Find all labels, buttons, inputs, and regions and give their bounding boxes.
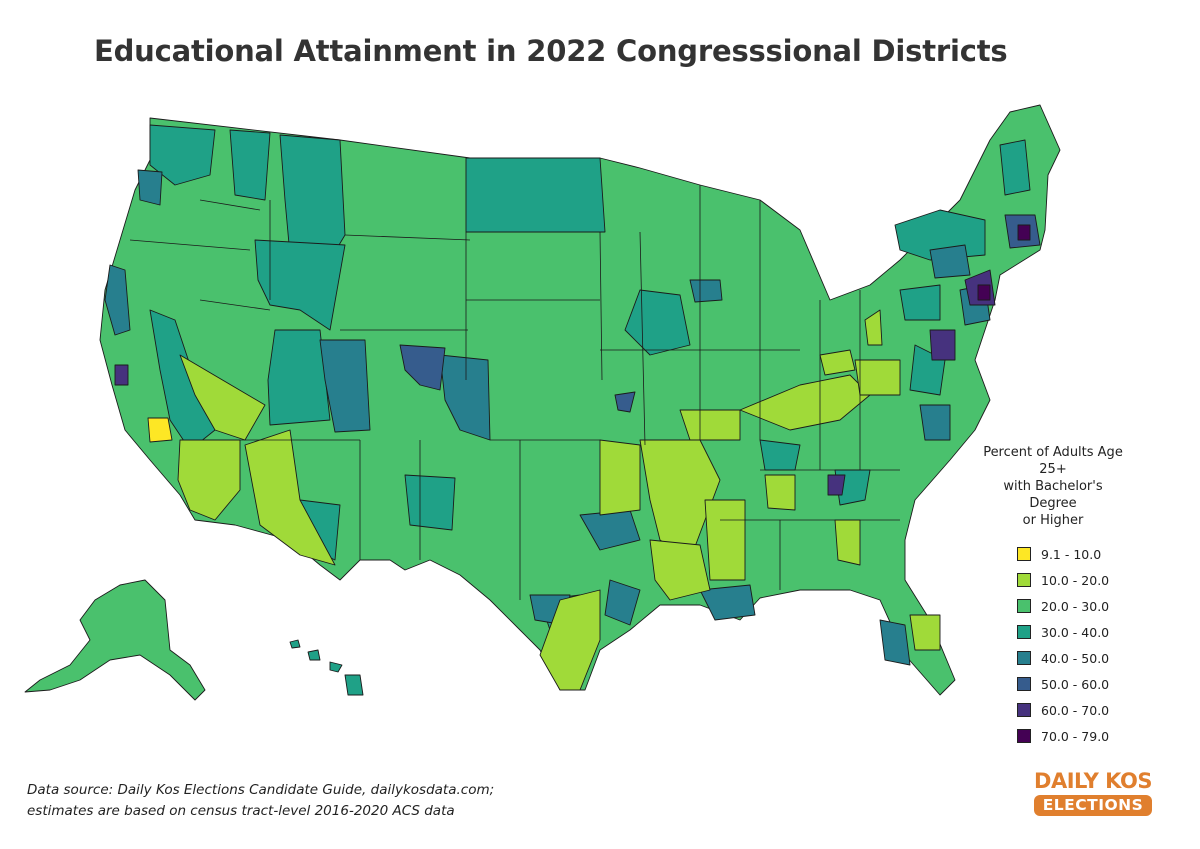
- legend-title-line-3: or Higher: [1022, 513, 1084, 528]
- district-boundaries: [129, 185, 900, 600]
- legend-swatch: [1017, 573, 1031, 587]
- legend-swatch: [1017, 547, 1031, 561]
- legend-item: 30.0 - 40.0: [1017, 619, 1138, 645]
- legend-item: 40.0 - 50.0: [1017, 645, 1138, 671]
- legend-label: 30.0 - 40.0: [1041, 624, 1110, 640]
- legend-swatch: [1017, 625, 1031, 639]
- legend-swatch: [1017, 599, 1031, 613]
- districts-70-79: [977, 224, 1031, 301]
- districts-30-40: [149, 124, 1031, 646]
- legend-item: 9.1 - 10.0: [1017, 541, 1138, 567]
- districts-10-20: [177, 309, 941, 691]
- districts-40-50: [104, 169, 991, 666]
- legend-label: 9.1 - 10.0: [1041, 546, 1102, 562]
- legend-item: 20.0 - 30.0: [1017, 593, 1138, 619]
- legend-item: 70.0 - 79.0: [1017, 723, 1138, 749]
- legend-swatch: [1017, 703, 1031, 717]
- legend-title-line-1: Percent of Adults Age 25+: [983, 445, 1123, 477]
- legend-label: 50.0 - 60.0: [1041, 676, 1110, 692]
- legend-label: 20.0 - 30.0: [1041, 598, 1110, 614]
- page-title: Educational Attainment in 2022 Congresss…: [94, 34, 1008, 68]
- legend-swatch: [1017, 729, 1031, 743]
- districts-9-10: [147, 417, 173, 443]
- alaska: [24, 579, 206, 701]
- daily-kos-elections-logo: DAILY KOS ELECTIONS: [1034, 770, 1152, 816]
- legend-label: 60.0 - 70.0: [1041, 702, 1110, 718]
- legend: Percent of Adults Age 25+ with Bachelor'…: [978, 444, 1138, 749]
- legend-title-line-2: with Bachelor's Degree: [1003, 479, 1103, 511]
- legend-label: 10.0 - 20.0: [1041, 572, 1110, 588]
- legend-label: 70.0 - 79.0: [1041, 728, 1110, 744]
- logo-bottom-text: ELECTIONS: [1034, 795, 1152, 816]
- legend-swatch: [1017, 651, 1031, 665]
- legend-item: 10.0 - 20.0: [1017, 567, 1138, 593]
- source-line-2: estimates are based on census tract-leve…: [27, 803, 455, 819]
- legend-item: 60.0 - 70.0: [1017, 697, 1138, 723]
- logo-top-text: DAILY KOS: [1034, 769, 1152, 793]
- source-line-1: Data source: Daily Kos Elections Candida…: [27, 782, 495, 798]
- legend-swatch: [1017, 677, 1031, 691]
- data-source-note: Data source: Daily Kos Elections Candida…: [27, 780, 494, 822]
- legend-title: Percent of Adults Age 25+ with Bachelor'…: [978, 444, 1128, 529]
- legend-item: 50.0 - 60.0: [1017, 671, 1138, 697]
- legend-label: 40.0 - 50.0: [1041, 650, 1110, 666]
- hawaii: [289, 639, 364, 696]
